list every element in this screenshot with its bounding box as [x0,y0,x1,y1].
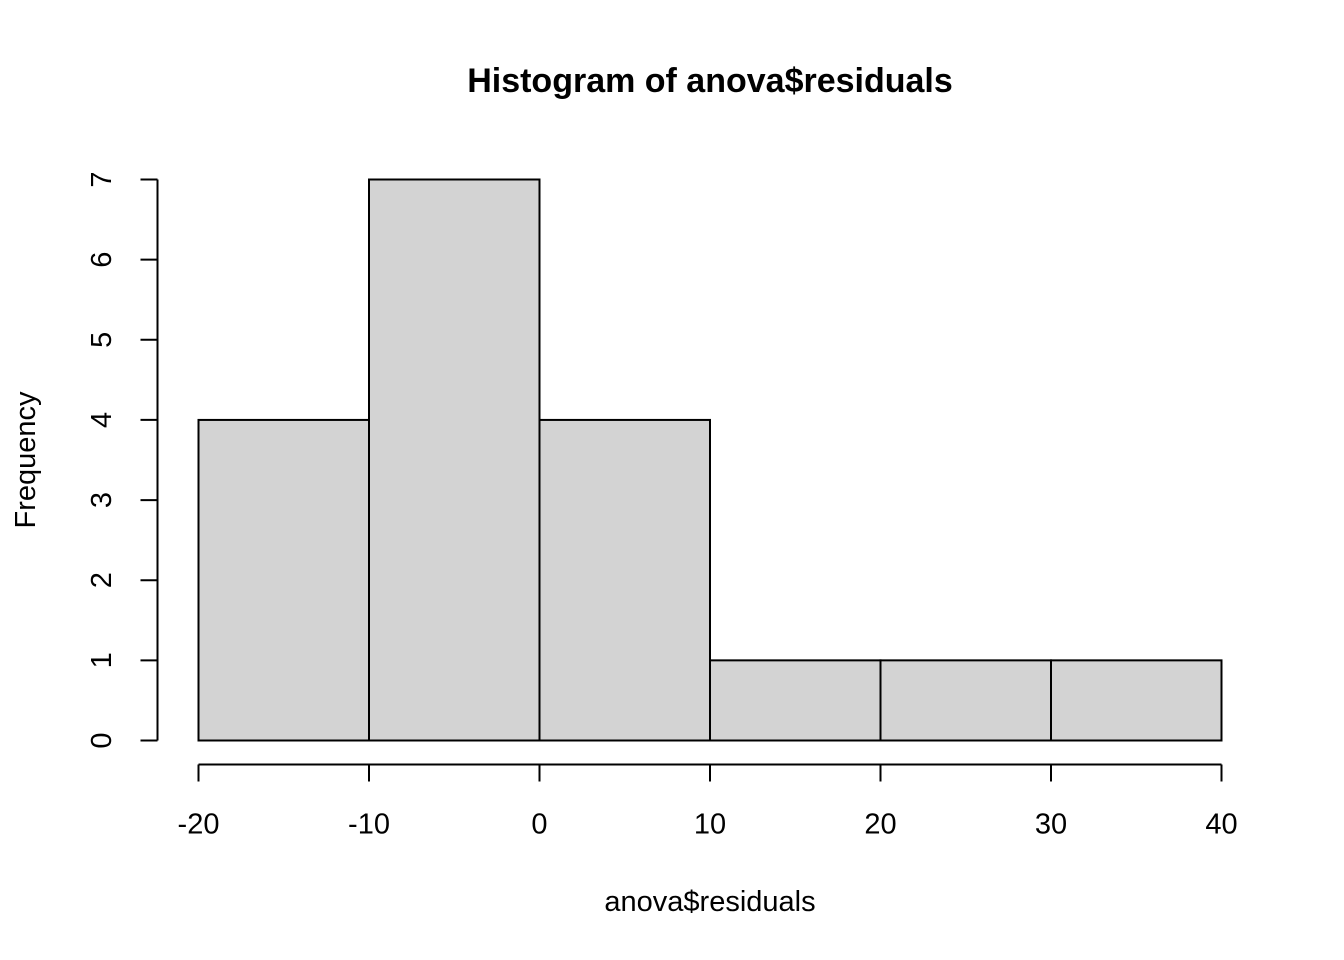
x-tick-label: 30 [1035,809,1067,841]
histogram-bar-3 [538,418,711,742]
x-tick-label: 10 [694,809,726,841]
y-tick-label: 2 [86,572,118,588]
x-tick-label: -10 [348,809,390,841]
histogram-bar-5 [879,659,1052,742]
histogram-bar-2 [368,178,541,742]
histogram-bar-1 [197,418,370,742]
y-tick-label: 6 [86,252,118,268]
x-tick-label: 0 [531,809,547,841]
histogram-bars [197,178,1223,742]
y-tick-label: 0 [86,732,118,748]
x-tick-label: -20 [178,809,220,841]
y-tick-label: 4 [86,412,118,428]
histogram-bar-4 [709,659,882,742]
x-axis: -20 -10 0 10 20 30 40 [178,763,1238,841]
y-axis: 0 1 2 3 4 5 6 7 [86,171,159,749]
y-tick-label: 1 [86,652,118,668]
y-axis-label: Frequency [10,391,42,529]
y-tick-label: 3 [86,492,118,508]
y-tick-label: 5 [86,332,118,348]
histogram-bar-6 [1050,659,1223,742]
x-tick-label: 20 [864,809,896,841]
y-tick-label: 7 [86,171,118,187]
x-axis-label: anova$residuals [604,886,815,918]
x-tick-label: 40 [1205,809,1237,841]
chart-title: Histogram of anova$residuals [467,62,953,100]
